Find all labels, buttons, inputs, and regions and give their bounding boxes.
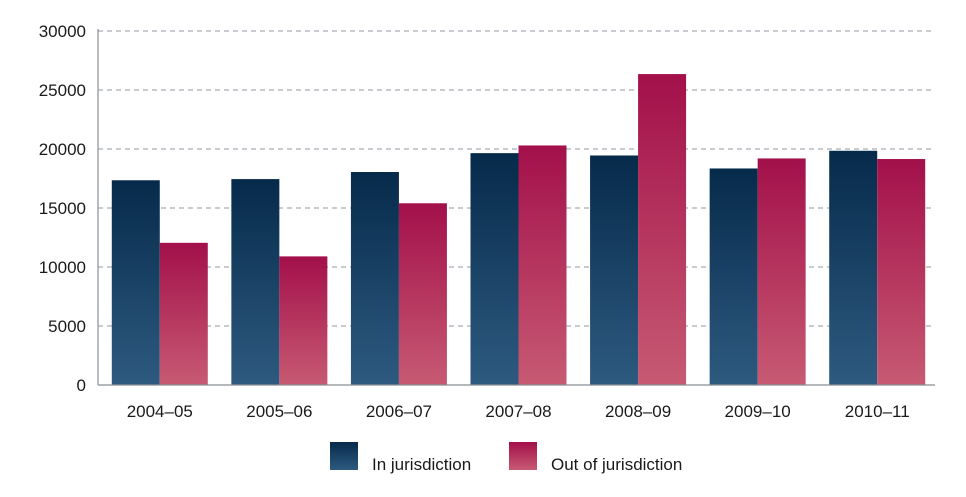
x-tick-label: 2005–06	[246, 402, 312, 421]
y-tick-label: 5000	[48, 317, 86, 336]
bar-out-of-jurisdiction	[398, 203, 447, 385]
y-tick-label: 20000	[39, 140, 86, 159]
bar-out-of-jurisdiction	[518, 145, 567, 385]
bar-in-jurisdiction	[350, 172, 399, 385]
bar-in-jurisdiction	[231, 179, 280, 385]
bar-in-jurisdiction	[829, 150, 878, 385]
y-tick-label: 25000	[39, 81, 86, 100]
bar-in-jurisdiction	[709, 168, 758, 385]
y-tick-labels: 0 5000 10000 15000 20000 25000 30000	[39, 22, 86, 395]
y-tick-label: 15000	[39, 199, 86, 218]
x-tick-label: 2004–05	[127, 402, 193, 421]
bar-out-of-jurisdiction	[638, 74, 687, 385]
legend: In jurisdiction Out of jurisdiction	[330, 442, 682, 474]
legend-label-in-jurisdiction: In jurisdiction	[372, 455, 471, 474]
legend-swatch-in-jurisdiction	[330, 442, 358, 470]
x-tick-label: 2006–07	[366, 402, 432, 421]
y-tick-label: 30000	[39, 22, 86, 41]
bars	[111, 74, 926, 385]
bar-out-of-jurisdiction	[159, 242, 208, 385]
bar-in-jurisdiction	[111, 180, 160, 385]
y-tick-label: 10000	[39, 258, 86, 277]
x-tick-label: 2007–08	[485, 402, 551, 421]
x-tick-label: 2009–10	[725, 402, 791, 421]
bar-out-of-jurisdiction	[877, 159, 926, 385]
x-tick-label: 2010–11	[845, 402, 910, 421]
bar-in-jurisdiction	[470, 153, 519, 385]
bar-in-jurisdiction	[590, 155, 639, 385]
bar-out-of-jurisdiction	[757, 158, 806, 385]
x-tick-labels: 2004–05 2005–06 2006–07 2007–08 2008–09 2009–…	[127, 402, 910, 421]
legend-label-out-of-jurisdiction: Out of jurisdiction	[551, 455, 682, 474]
x-tick-label: 2008–09	[605, 402, 671, 421]
legend-swatch-out-of-jurisdiction	[509, 442, 537, 470]
axes	[97, 29, 935, 386]
y-tick-label: 0	[77, 376, 86, 395]
bar-out-of-jurisdiction	[279, 256, 328, 385]
